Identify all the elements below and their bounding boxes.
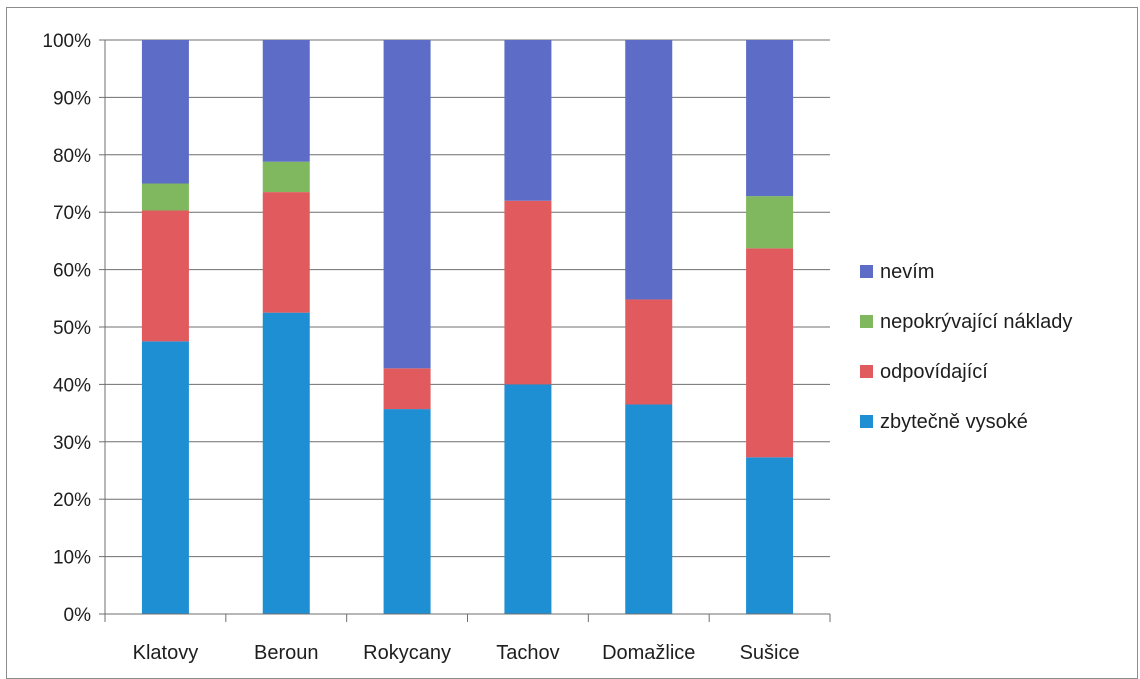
legend-swatch <box>860 265 873 278</box>
y-axis-ticks: 0% 10% 20% 30% 40% 50% 60% 70% 80% 90% 100% <box>42 31 91 626</box>
x-category-label: Sušice <box>740 642 800 664</box>
legend: nevím nepokrývající náklady odpovídající zb… <box>860 261 1072 433</box>
legend-label: zbytečně vysoké <box>880 411 1028 433</box>
legend-swatch <box>860 415 873 428</box>
x-category-label: Rokycany <box>363 642 451 664</box>
bars <box>141 40 794 614</box>
y-tick-label: 0% <box>64 605 92 626</box>
legend-swatch <box>860 365 873 378</box>
bar-segment <box>625 299 673 405</box>
bar-segment <box>504 200 552 385</box>
y-tick-label: 10% <box>53 548 91 569</box>
x-category-label: Klatovy <box>133 642 199 664</box>
bar-segment <box>141 341 189 614</box>
x-axis-labels: Klatovy Beroun Rokycany Tachov Domažlice Suši… <box>133 642 800 664</box>
bar-segment <box>383 40 431 369</box>
legend-label: odpovídající <box>880 361 988 383</box>
y-tick-label: 50% <box>53 318 91 339</box>
legend-label: nepokrývající náklady <box>880 311 1072 333</box>
bar-segment <box>383 409 431 614</box>
y-tick-label: 100% <box>42 31 91 52</box>
bar-segment <box>746 248 794 458</box>
y-tick-label: 60% <box>53 261 91 282</box>
x-category-label: Beroun <box>254 642 319 664</box>
axes <box>99 39 831 622</box>
bar-segment <box>262 161 310 193</box>
bar-segment <box>141 183 189 211</box>
y-tick-label: 80% <box>53 146 91 167</box>
legend-label: nevím <box>880 261 934 283</box>
bar-segment <box>746 40 794 197</box>
gridlines <box>105 39 830 558</box>
bar-segment <box>262 312 310 614</box>
bar-segment <box>625 404 673 614</box>
y-tick-label: 20% <box>53 490 91 511</box>
bar-segment <box>383 368 431 410</box>
bar-segment <box>141 40 189 184</box>
bar-segment <box>504 384 552 614</box>
bar-segment <box>625 40 673 300</box>
y-tick-label: 30% <box>53 433 91 454</box>
y-tick-label: 90% <box>53 88 91 109</box>
bar-segment <box>746 196 794 249</box>
y-tick-label: 70% <box>53 203 91 224</box>
x-category-label: Tachov <box>496 642 559 664</box>
x-category-label: Domažlice <box>602 642 695 664</box>
bar-segment <box>746 457 794 614</box>
bar-segment <box>262 40 310 162</box>
bar-segment <box>262 192 310 313</box>
y-tick-label: 40% <box>53 375 91 396</box>
legend-swatch <box>860 315 873 328</box>
bar-segment <box>141 210 189 342</box>
bar-segment <box>504 40 552 201</box>
